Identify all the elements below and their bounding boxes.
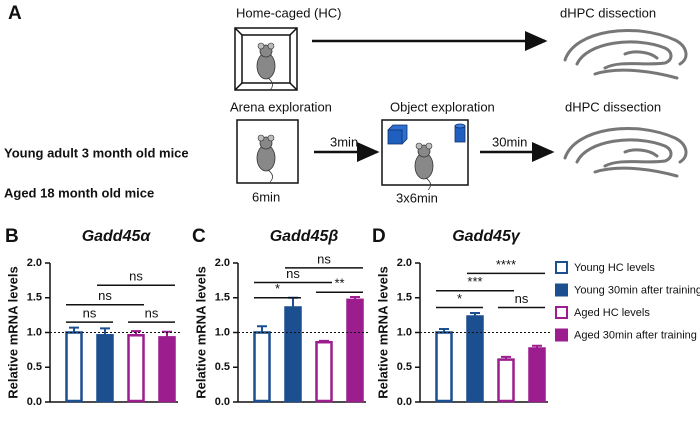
y-tick-label: 1.0 (27, 326, 42, 338)
y-tick-label: 2.0 (27, 257, 42, 269)
legend-label: Young HC levels (574, 262, 655, 274)
y-tick-label: 2.0 (397, 257, 412, 269)
y-tick-label: 1.5 (215, 292, 230, 304)
significance-label: **** (496, 257, 516, 272)
bar (466, 315, 484, 403)
bar (435, 331, 453, 403)
significance-label: * (457, 291, 462, 306)
duration: 3x6min (396, 190, 438, 205)
legend-swatch (555, 261, 568, 274)
bar (284, 306, 302, 403)
step-label: dHPC dissection (565, 99, 661, 114)
step-label: Object exploration (390, 99, 495, 114)
legend-swatch (555, 306, 568, 319)
y-axis-title: Relative mRNA levels (5, 266, 20, 398)
bar (65, 331, 83, 403)
error-bar (257, 325, 267, 333)
objects (387, 123, 466, 145)
y-tick-label: 0.0 (397, 396, 412, 408)
panel-letter: C (192, 226, 206, 247)
step-label: Arena exploration (230, 99, 332, 114)
error-bar (350, 296, 360, 300)
hippocampus-icon (563, 28, 688, 80)
significance-label: ns (317, 251, 331, 266)
significance-label: ns (83, 306, 97, 321)
group-label: Aged 18 month old mice (4, 185, 154, 200)
error-bar (100, 327, 110, 336)
interval: 3min (330, 134, 358, 149)
y-tick-label: 1.5 (27, 292, 42, 304)
y-tick-label: 0.0 (27, 396, 42, 408)
y-tick-label: 2.0 (215, 257, 230, 269)
bar (253, 331, 271, 403)
duration: 6min (252, 189, 280, 204)
step-label: Home-caged (HC) (236, 5, 341, 20)
cage (234, 27, 298, 91)
chart-title: Gadd45β (270, 228, 339, 245)
significance-label: ns (98, 288, 112, 303)
bar (346, 298, 364, 403)
y-tick-label: 0.5 (397, 361, 412, 373)
error-bar (131, 330, 141, 336)
y-tick-label: 0.5 (215, 361, 230, 373)
panel-a: A Young adult 3 month old mice Aged 18 m… (4, 3, 688, 205)
legend-label: Young 30min after training (574, 284, 700, 296)
error-bar (69, 326, 79, 333)
significance-label: ns (129, 269, 143, 284)
bar (315, 340, 333, 403)
bar (158, 336, 176, 403)
y-tick-label: 0.5 (27, 361, 42, 373)
group-label: Young adult 3 month old mice (4, 145, 189, 160)
arena-box (236, 119, 299, 184)
legend-label: Aged HC levels (574, 307, 650, 319)
interval: 30min (492, 134, 527, 149)
y-tick-label: 0.0 (215, 396, 230, 408)
panel-letter: A (8, 3, 22, 24)
y-axis-title: Relative mRNA levels (375, 266, 390, 398)
significance-label: ns (145, 306, 159, 321)
error-bar (439, 328, 449, 333)
legend-swatch (555, 328, 568, 342)
mouse-icon (414, 142, 434, 191)
bar (96, 334, 114, 403)
error-bar (288, 296, 298, 308)
bar (497, 358, 515, 403)
error-bar (319, 339, 329, 343)
step-label: dHPC dissection (560, 5, 656, 20)
panel-letter: D (372, 226, 386, 247)
panel-letter: B (5, 226, 19, 247)
chart-title: Gadd45γ (452, 228, 521, 245)
significance-label: ns (515, 291, 529, 306)
error-bar (532, 344, 542, 349)
chart-title: Gadd45α (82, 228, 152, 245)
bar (127, 334, 145, 403)
significance-label: *** (467, 274, 482, 289)
y-tick-label: 1.0 (215, 326, 230, 338)
y-axis-title: Relative mRNA levels (193, 266, 208, 398)
y-tick-label: 1.0 (397, 326, 412, 338)
error-bar (470, 312, 480, 317)
hippocampus-icon (563, 126, 688, 178)
legend-swatch (555, 283, 568, 297)
significance-label: * (275, 281, 280, 296)
object-box (381, 119, 469, 186)
significance-label: ns (286, 266, 300, 281)
bar (528, 347, 546, 403)
y-tick-label: 1.5 (397, 292, 412, 304)
legend-label: Aged 30min after training (574, 329, 697, 341)
mouse-icon (256, 134, 276, 183)
significance-label: ** (334, 276, 344, 291)
error-bar (501, 355, 511, 360)
